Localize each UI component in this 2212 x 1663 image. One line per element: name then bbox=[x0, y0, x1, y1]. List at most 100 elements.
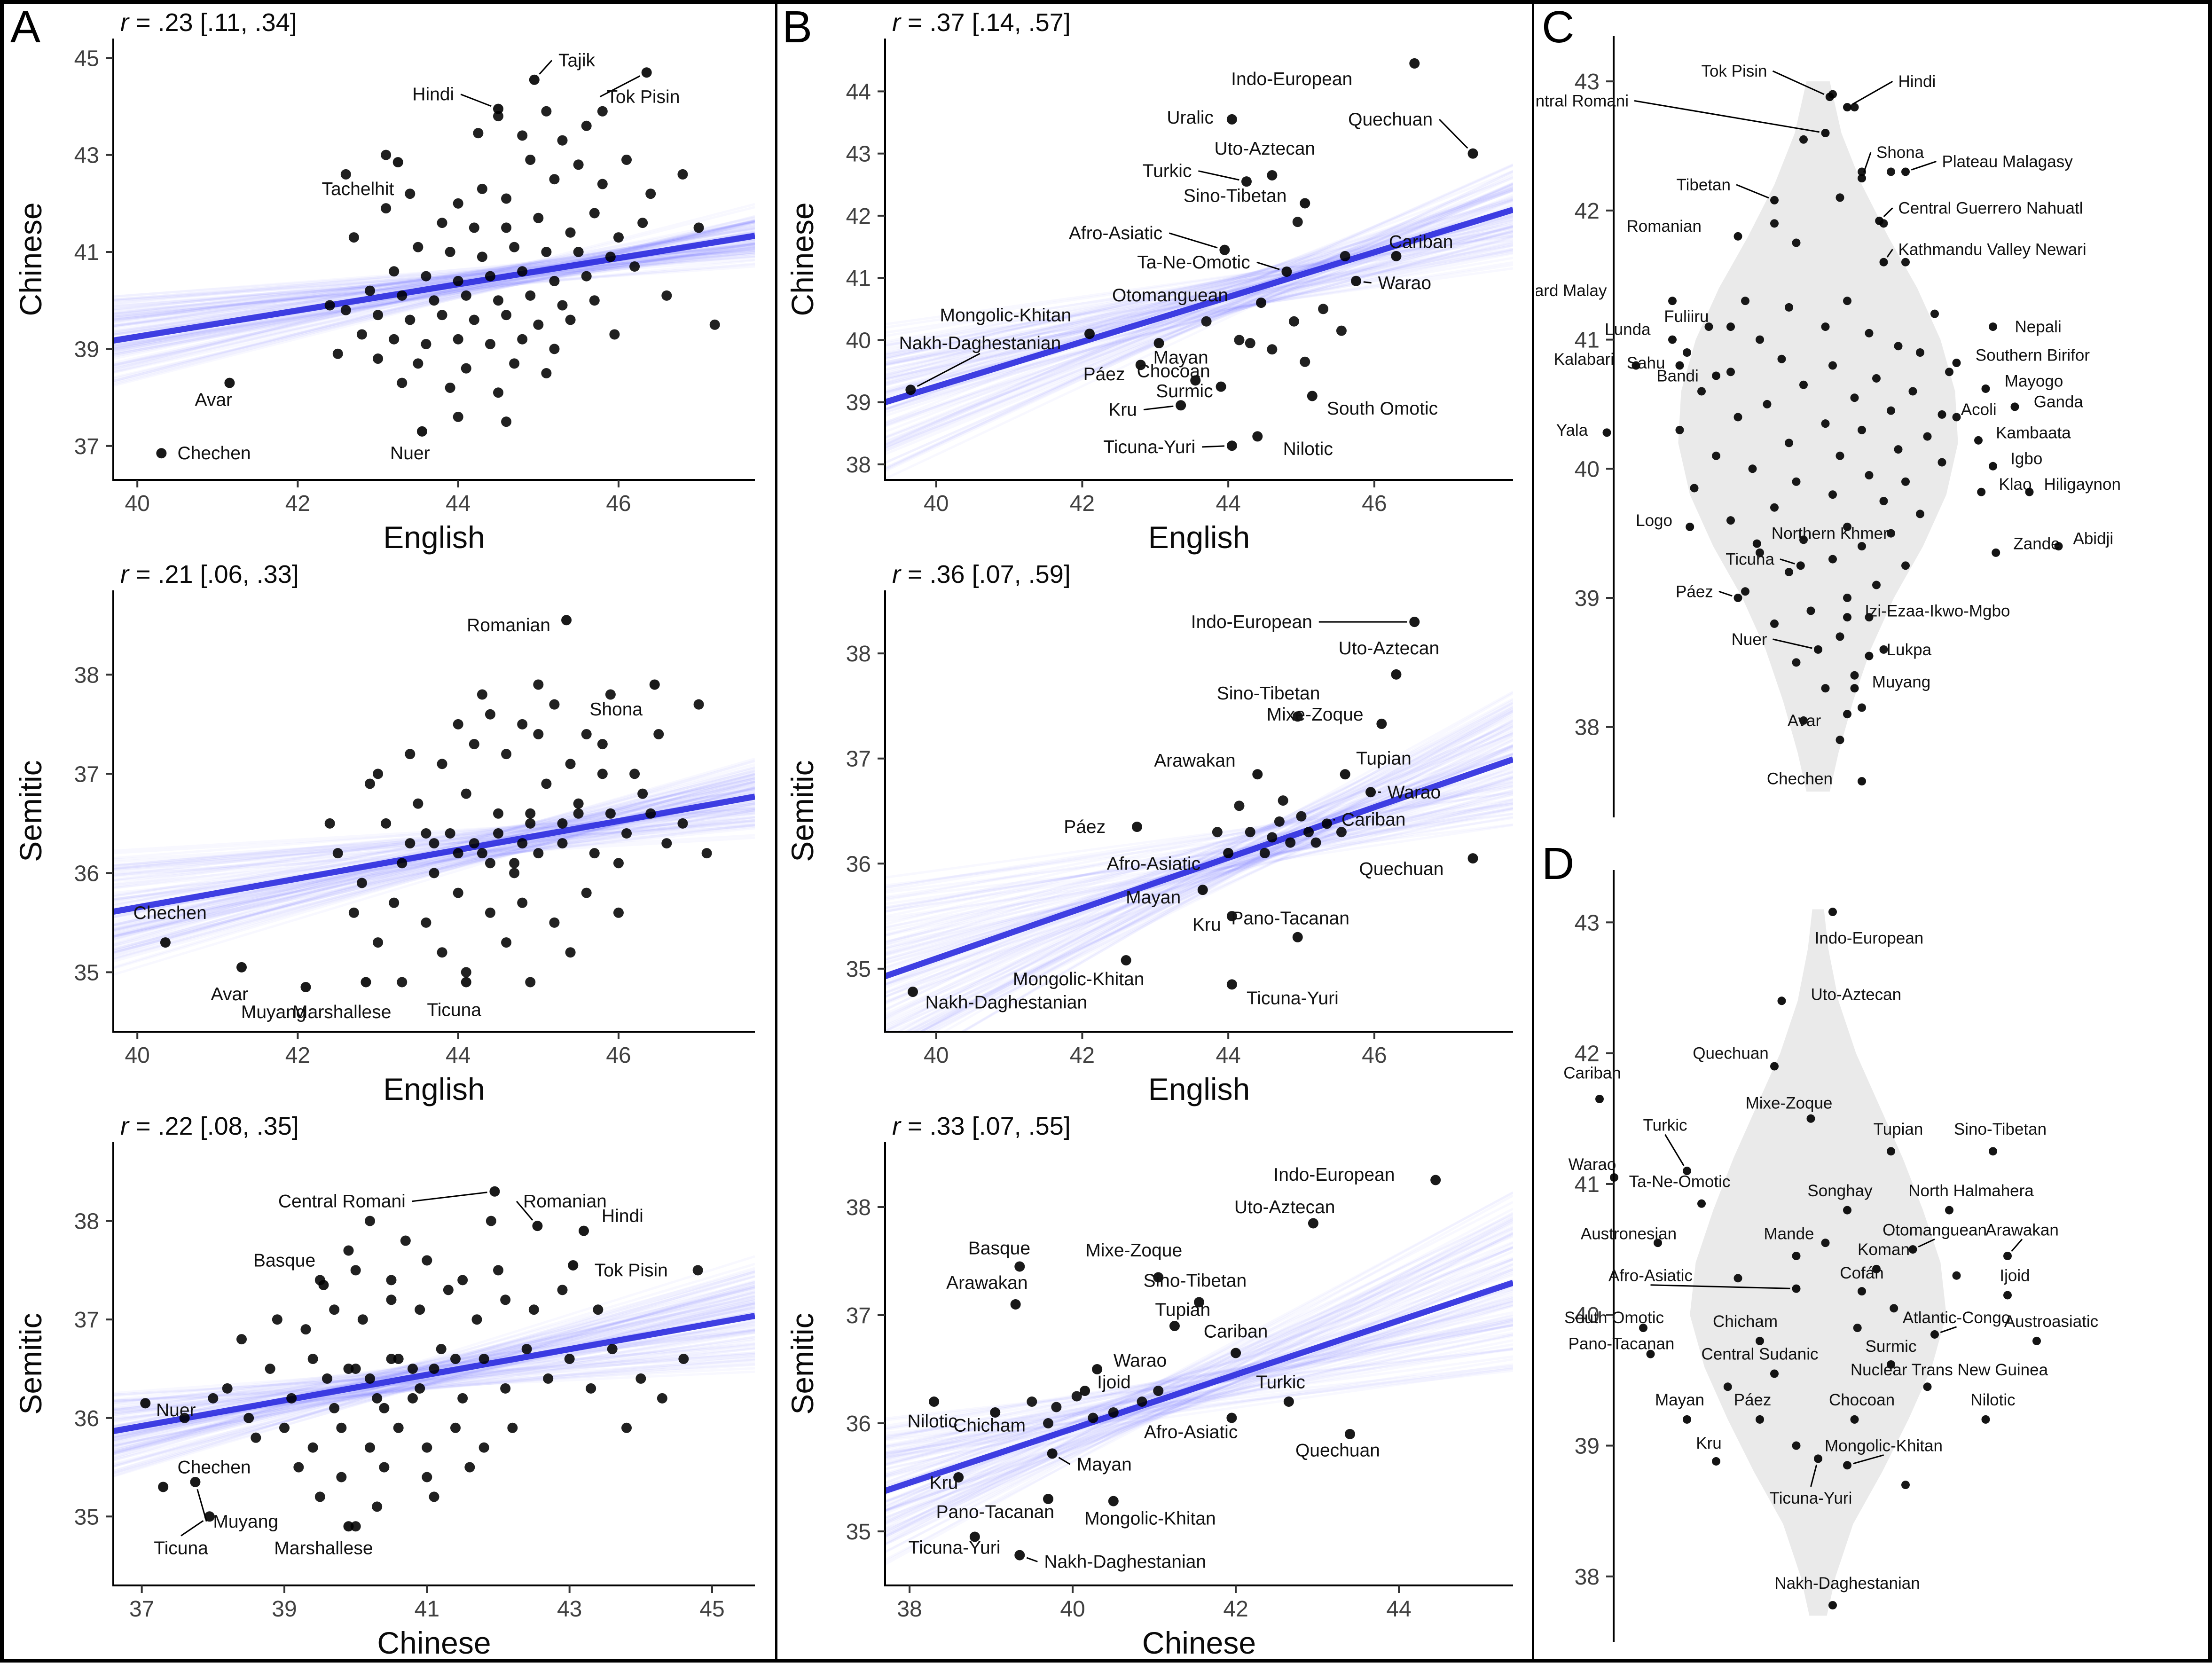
data-point bbox=[457, 1275, 468, 1286]
data-point bbox=[443, 1285, 454, 1295]
data-point bbox=[1340, 251, 1350, 261]
y-tick-label: 36 bbox=[74, 861, 99, 886]
data-point bbox=[1865, 329, 1874, 337]
axes bbox=[112, 590, 755, 1033]
labeled-point bbox=[953, 1472, 964, 1483]
label-connector bbox=[1058, 1457, 1071, 1465]
data-point bbox=[1858, 542, 1866, 551]
data-point bbox=[329, 1304, 340, 1315]
labeled-point bbox=[990, 1407, 1001, 1418]
y-axis-title: Semitic bbox=[13, 760, 48, 862]
label-connector bbox=[1863, 152, 1872, 173]
data-point bbox=[565, 314, 576, 325]
data-point bbox=[436, 1344, 447, 1355]
point-label: Chocoan bbox=[1137, 361, 1210, 382]
labeled-point bbox=[1226, 440, 1237, 451]
labeled-point bbox=[1843, 1461, 1851, 1470]
data-point bbox=[365, 1442, 375, 1453]
point-label: Nepali bbox=[2015, 318, 2062, 336]
labeled-point bbox=[908, 987, 918, 997]
data-point bbox=[541, 106, 552, 117]
regression-line bbox=[885, 1279, 1513, 1494]
labeled-point bbox=[343, 1521, 354, 1532]
y-tick-label: 37 bbox=[74, 434, 99, 459]
labeled-point bbox=[929, 1396, 940, 1407]
label-connector bbox=[180, 1520, 204, 1537]
labeled-point bbox=[1945, 1206, 1953, 1215]
point-label: Abidji bbox=[2073, 530, 2114, 548]
data-point bbox=[1288, 316, 1299, 327]
data-point bbox=[429, 295, 439, 306]
data-point bbox=[243, 1412, 254, 1423]
point-label: Avar bbox=[1788, 712, 1821, 730]
point-label: Cariban bbox=[1389, 232, 1453, 252]
label-connector bbox=[1143, 405, 1174, 411]
data-point bbox=[469, 314, 479, 325]
data-point bbox=[557, 300, 568, 311]
data-point bbox=[473, 128, 484, 139]
labeled-point bbox=[160, 937, 171, 948]
data-point bbox=[528, 1304, 539, 1315]
data-point bbox=[372, 1501, 383, 1512]
x-tick-label: 41 bbox=[415, 1597, 439, 1622]
data-point bbox=[533, 848, 544, 859]
data-point bbox=[1137, 1396, 1147, 1407]
data-point bbox=[381, 203, 392, 214]
point-label: Ticuna bbox=[427, 1000, 481, 1020]
labeled-point bbox=[1697, 1199, 1706, 1208]
point-label: Turkic bbox=[1643, 1116, 1687, 1135]
data-point bbox=[477, 689, 487, 700]
data-point bbox=[517, 266, 528, 277]
data-point bbox=[1756, 548, 1764, 557]
labeled-point bbox=[1080, 1386, 1090, 1396]
data-point bbox=[477, 183, 487, 194]
data-point bbox=[413, 358, 424, 369]
y-tick-label: 40 bbox=[846, 328, 871, 353]
data-point bbox=[336, 1422, 347, 1433]
labeled-point bbox=[461, 977, 471, 988]
label-connector bbox=[1886, 249, 1893, 258]
labeled-point bbox=[1646, 1349, 1655, 1358]
label-connector bbox=[1664, 1134, 1685, 1166]
correlation-label: r = .23 [.11, .34] bbox=[120, 8, 297, 37]
x-tick-label: 44 bbox=[446, 1043, 471, 1068]
point-label: Arawakan bbox=[1985, 1221, 2059, 1239]
point-label: Southern Birifor bbox=[1976, 346, 2090, 365]
point-label: Kalabari bbox=[1554, 350, 1614, 369]
data-point bbox=[324, 300, 335, 311]
data-point bbox=[469, 739, 479, 750]
scatter-semitic-vs-chinese-languages: 37 39 41 43 45 35 36 37 38 Chinese Semitic r = .22 … bbox=[13, 1112, 755, 1660]
scatter-chinese-vs-english-families: 40 42 44 46 38 39 40 41 42 43 44 English Chinese r = … bbox=[785, 8, 1513, 555]
data-point bbox=[1318, 304, 1329, 314]
y-tick-label: 43 bbox=[74, 143, 99, 168]
point-label: Tajik bbox=[558, 50, 596, 71]
data-point bbox=[478, 1354, 489, 1365]
data-point bbox=[381, 818, 392, 829]
data-point bbox=[348, 907, 359, 918]
labeled-point bbox=[2032, 1336, 2041, 1345]
point-label: Avar bbox=[195, 390, 233, 410]
data-point bbox=[421, 339, 431, 350]
data-point bbox=[541, 778, 552, 789]
label-connector bbox=[1718, 590, 1733, 597]
axes bbox=[884, 1142, 1513, 1586]
data-point bbox=[1303, 827, 1314, 838]
labeled-point bbox=[1256, 298, 1267, 308]
y-axis-title: Semitic bbox=[785, 760, 820, 862]
data-point bbox=[609, 329, 620, 340]
data-point bbox=[397, 977, 408, 988]
point-label: Romanian bbox=[1626, 217, 1702, 235]
data-point bbox=[1278, 795, 1288, 806]
data-point bbox=[365, 285, 375, 296]
point-label: Páez bbox=[1083, 364, 1125, 384]
label-connector bbox=[2011, 1239, 2023, 1252]
data-point bbox=[1843, 593, 1851, 602]
data-point bbox=[517, 334, 528, 345]
x-tick-label: 42 bbox=[285, 1043, 310, 1068]
x-tick-label: 46 bbox=[1362, 491, 1387, 516]
y-tick-label: 39 bbox=[846, 391, 871, 416]
label-connector bbox=[599, 75, 641, 98]
data-point bbox=[389, 897, 400, 908]
data-point bbox=[405, 749, 416, 760]
x-tick-label: 42 bbox=[285, 491, 310, 516]
